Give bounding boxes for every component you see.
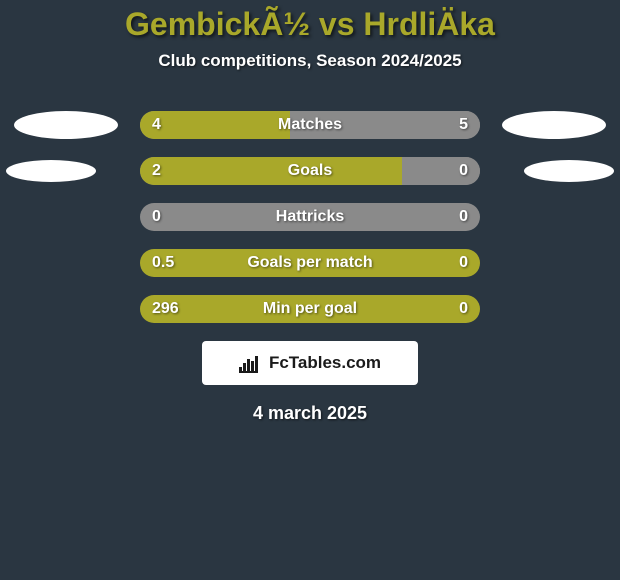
stat-row: 4 5 Matches [0,111,620,139]
left-team-marker [6,160,96,182]
stat-left-value: 0.5 [152,254,174,272]
logo: FcTables.com [239,353,381,373]
logo-box: FcTables.com [202,341,418,385]
stat-row: 0.5 0 Goals per match [0,249,620,277]
left-team-marker [14,111,118,139]
stat-left-value: 2 [152,162,161,180]
stat-bar-left [140,111,290,139]
stat-right-value: 5 [459,116,468,134]
stat-row: 296 0 Min per goal [0,295,620,323]
stat-right-value: 0 [459,254,468,272]
stat-bar: 296 0 Min per goal [140,295,480,323]
stat-bar: 0.5 0 Goals per match [140,249,480,277]
right-team-marker [524,160,614,182]
page-title: GembickÃ½ vs HrdliÄka [0,0,620,43]
stat-label: Hattricks [276,208,344,226]
stat-bar: 4 5 Matches [140,111,480,139]
stat-left-value: 296 [152,300,179,318]
right-team-marker [502,111,606,139]
logo-text: FcTables.com [269,353,381,373]
stat-bar-left [140,157,402,185]
stat-row: 2 0 Goals [0,157,620,185]
barchart-icon [239,353,263,373]
stat-label: Matches [278,116,342,134]
page-subtitle: Club competitions, Season 2024/2025 [0,51,620,71]
comparison-infographic: GembickÃ½ vs HrdliÄka Club competitions,… [0,0,620,580]
stat-label: Goals per match [247,254,372,272]
date-text: 4 march 2025 [0,403,620,424]
stat-label: Goals [288,162,332,180]
stat-bar: 0 0 Hattricks [140,203,480,231]
stat-left-value: 0 [152,208,161,226]
stat-right-value: 0 [459,162,468,180]
stats-section: 4 5 Matches 2 0 Goals 0 0 Hattricks 0.5 0 Goals per… [0,111,620,323]
stat-right-value: 0 [459,208,468,226]
stat-bar: 2 0 Goals [140,157,480,185]
stat-right-value: 0 [459,300,468,318]
stat-left-value: 4 [152,116,161,134]
stat-bar-right [402,157,480,185]
stat-row: 0 0 Hattricks [0,203,620,231]
stat-label: Min per goal [263,300,357,318]
